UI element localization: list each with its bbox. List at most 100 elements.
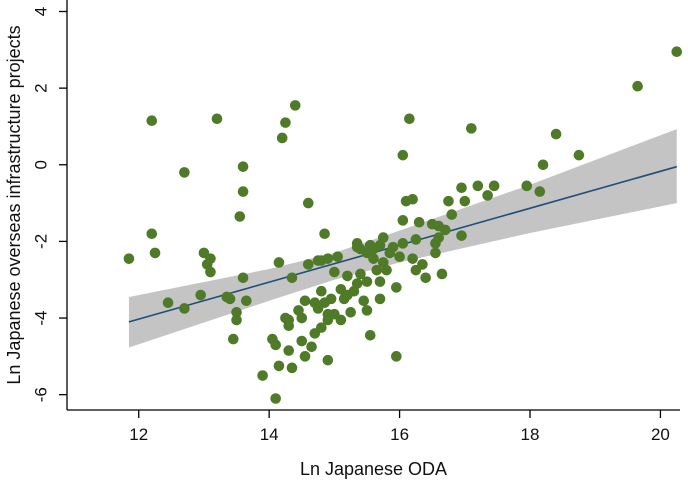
x-tick-label: 20 [651, 425, 670, 444]
data-point [276, 132, 288, 144]
data-point [351, 278, 363, 289]
y-tick-label: -4 [32, 310, 51, 325]
data-point [231, 314, 242, 326]
data-point [237, 272, 249, 284]
data-point [632, 80, 643, 92]
data-point [472, 180, 484, 192]
data-point [319, 228, 330, 240]
data-point [482, 190, 493, 201]
data-point [231, 306, 242, 318]
data-point [273, 360, 285, 372]
data-point [397, 238, 409, 249]
data-point [146, 228, 158, 240]
y-tick-label: -6 [32, 387, 51, 402]
data-point [377, 232, 389, 243]
data-point [550, 128, 562, 140]
data-point [211, 113, 223, 125]
data-point [407, 253, 418, 264]
plot-area [123, 46, 683, 404]
data-point [407, 193, 418, 205]
data-point [322, 354, 334, 366]
data-point [368, 253, 379, 264]
data-point [397, 215, 409, 226]
data-point [257, 370, 268, 381]
data-point [466, 123, 477, 134]
data-point [316, 285, 327, 297]
data-point [335, 314, 347, 326]
data-point [205, 266, 216, 278]
data-point [241, 295, 252, 307]
data-point [342, 270, 353, 282]
data-points [123, 46, 683, 404]
data-point [397, 149, 409, 161]
data-point [391, 282, 402, 293]
data-point [283, 345, 295, 356]
data-point [299, 295, 311, 307]
data-point [364, 329, 376, 341]
y-tick-label: 0 [32, 160, 51, 169]
data-point [391, 351, 402, 362]
data-point [316, 322, 327, 333]
data-point [302, 259, 314, 270]
data-point [302, 197, 314, 209]
data-point [224, 293, 236, 305]
data-point [296, 335, 308, 347]
data-point [534, 186, 546, 197]
data-point [299, 351, 311, 362]
data-point [459, 195, 471, 207]
data-point [273, 257, 285, 268]
data-point [410, 234, 422, 245]
data-point [289, 100, 301, 111]
data-point [537, 159, 549, 171]
data-point [420, 272, 431, 284]
data-point [443, 195, 454, 207]
data-point [270, 339, 281, 351]
data-point [306, 341, 317, 353]
data-point [671, 46, 683, 58]
data-point [283, 320, 295, 332]
data-point [355, 268, 366, 280]
data-point [521, 180, 533, 192]
y-axis: -6 -4 -2 0 2 4 [32, 0, 68, 410]
data-point [332, 251, 343, 263]
data-point [123, 253, 135, 264]
data-point [417, 259, 428, 270]
data-point [361, 305, 373, 316]
data-point [322, 253, 334, 264]
x-tick-label: 12 [129, 425, 148, 444]
data-point [433, 232, 445, 243]
data-point [146, 115, 158, 127]
data-point [436, 268, 448, 280]
data-point [205, 253, 216, 264]
x-axis: 12 14 16 18 20 [67, 409, 680, 444]
data-point [358, 295, 370, 307]
data-point [195, 289, 206, 301]
data-point [179, 303, 190, 314]
data-point [329, 266, 340, 278]
x-axis-title: Ln Japanese ODA [300, 459, 447, 479]
y-tick-label: 4 [32, 7, 51, 16]
x-tick-label: 14 [260, 425, 279, 444]
data-point [439, 224, 451, 236]
data-point [430, 247, 441, 259]
data-point [280, 117, 291, 128]
data-point [374, 276, 386, 287]
data-point [488, 180, 500, 192]
data-point [270, 393, 281, 404]
data-point [345, 306, 356, 318]
data-point [371, 264, 383, 276]
data-point [296, 312, 308, 324]
data-point [381, 264, 392, 276]
data-point [394, 251, 405, 263]
data-point [404, 113, 415, 125]
y-axis-title: Ln Japanese overseas infrastructure proj… [4, 25, 24, 384]
data-point [456, 230, 467, 241]
data-point [446, 209, 458, 220]
data-point [179, 167, 190, 178]
data-point [162, 297, 174, 309]
data-point [325, 293, 337, 305]
data-point [237, 186, 249, 197]
data-point [286, 272, 298, 284]
data-point [149, 247, 161, 259]
